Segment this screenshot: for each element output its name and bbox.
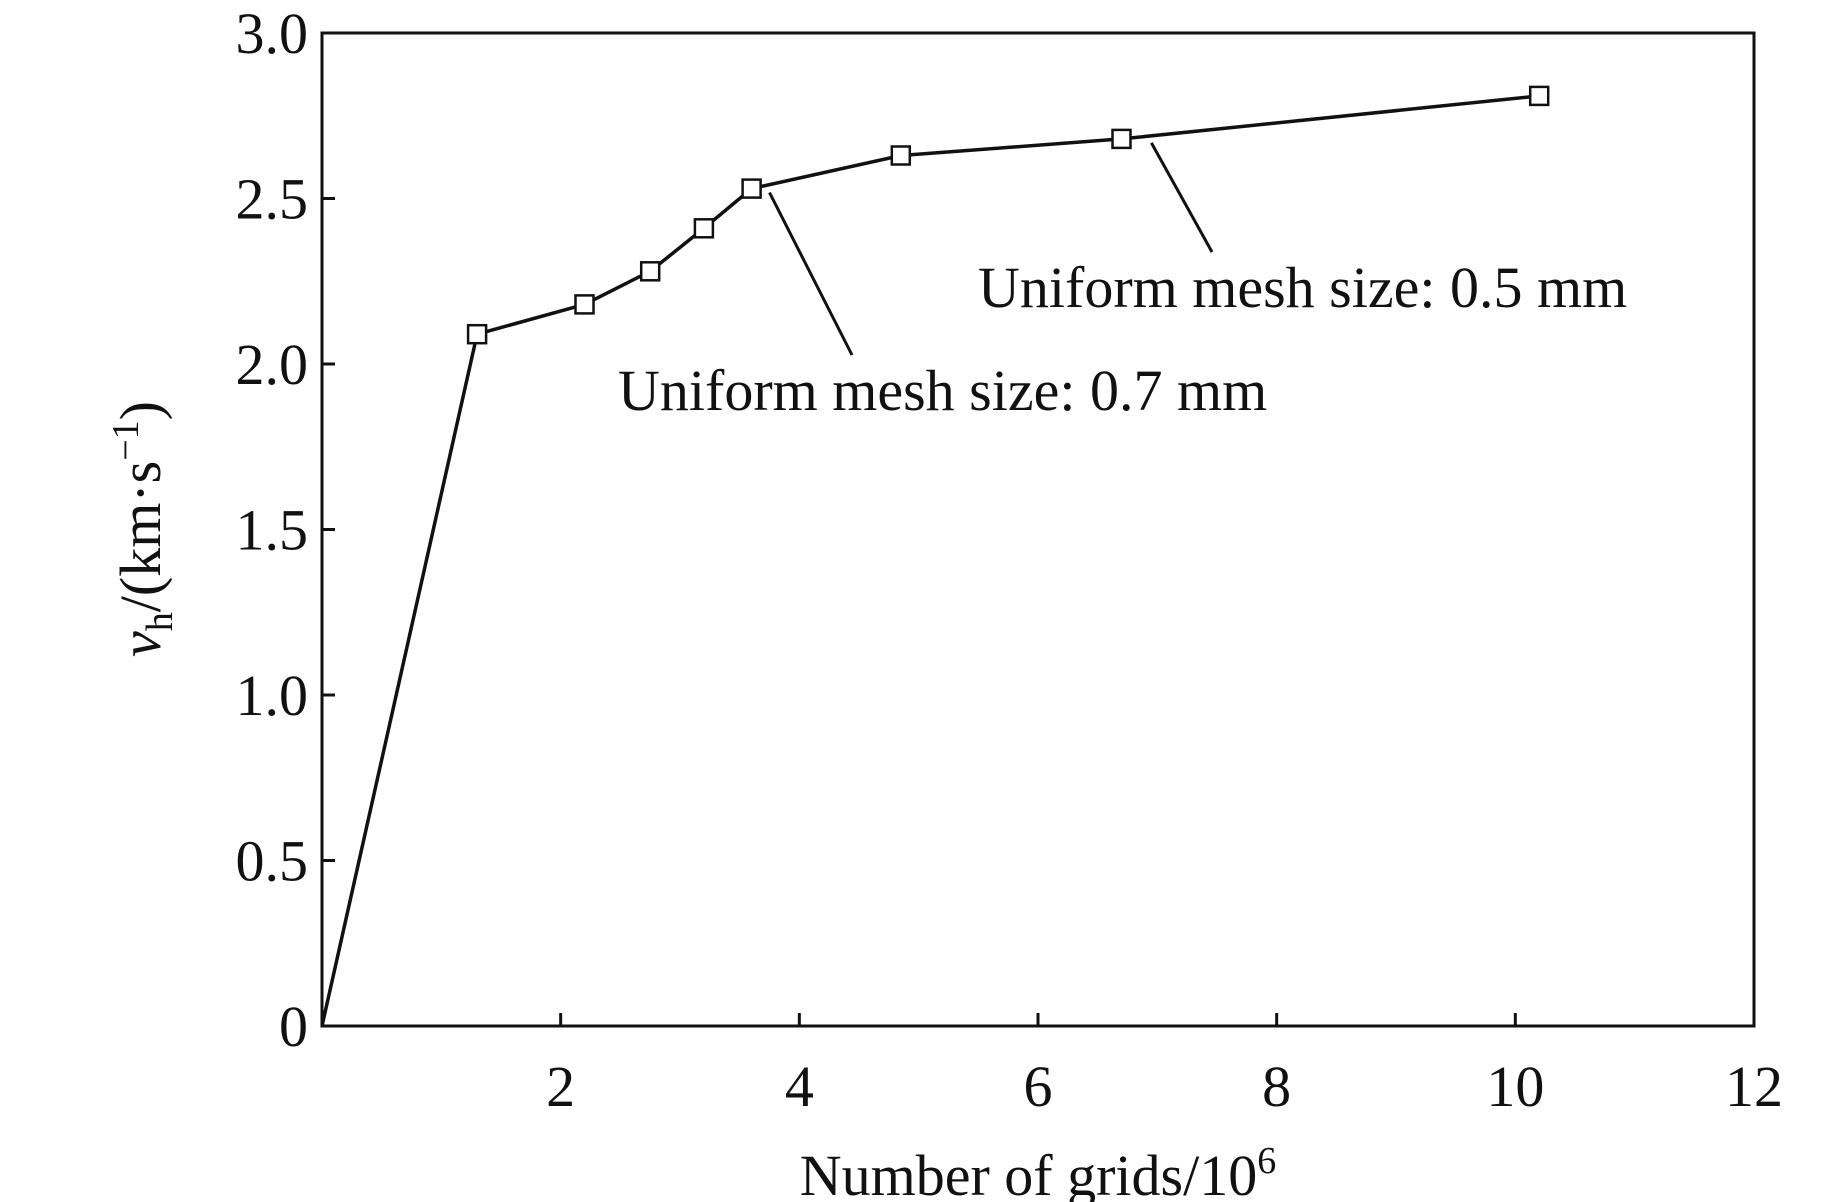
x-axis-title-main: Number of grids/10 — [800, 1143, 1258, 1202]
series-layer — [320, 85, 1550, 1027]
annotation-leader-line — [1150, 142, 1214, 253]
annotation-label: Uniform mesh size: 0.7 mm — [618, 358, 1267, 423]
data-point-marker — [466, 323, 488, 345]
y-axis-title-variable: v — [108, 631, 173, 657]
x-tick-marks — [559, 1013, 1517, 1026]
y-tick-label: 1.0 — [236, 663, 309, 728]
data-point-marker — [1111, 128, 1132, 150]
y-tick-label: 1.5 — [236, 498, 309, 563]
annotation-layer: Uniform mesh size: 0.7 mm Uniform mesh si… — [618, 142, 1627, 423]
x-tick-label: 2 — [546, 1054, 575, 1119]
x-tick-label: 12 — [1725, 1054, 1783, 1119]
y-axis-title-unit-close: ) — [108, 401, 173, 420]
data-point-marker — [890, 145, 912, 166]
data-point-marker — [574, 294, 595, 315]
plot-area-frame — [320, 31, 1756, 1028]
x-tick-labels: 2 4 6 8 10 12 — [546, 1054, 1783, 1119]
y-axis-title: vh/(km·s−1) — [105, 401, 181, 657]
y-tick-label: 2.0 — [236, 332, 309, 397]
x-tick-label: 8 — [1262, 1054, 1291, 1119]
data-point-marker — [639, 261, 661, 282]
y-tick-label: 0 — [279, 994, 308, 1059]
x-axis-title: Number of grids/106 — [800, 1140, 1277, 1202]
x-tick-label: 4 — [785, 1054, 814, 1119]
data-point-marker — [741, 178, 762, 199]
series-line — [320, 94, 1540, 1027]
y-tick-label: 2.5 — [236, 167, 309, 232]
annotation-leader-line — [768, 191, 854, 356]
y-axis-title-unit-superscript: −1 — [105, 420, 147, 460]
data-point-marker — [1528, 85, 1550, 107]
annotation-label: Uniform mesh size: 0.5 mm — [978, 255, 1627, 320]
y-tick-label: 3.0 — [236, 1, 309, 66]
y-tick-marks — [322, 197, 335, 862]
y-axis-title-unit: /(km·s — [108, 461, 173, 612]
y-tick-labels: 0 0.5 1.0 1.5 2.0 2.5 3.0 — [236, 1, 309, 1059]
y-tick-label: 0.5 — [236, 829, 309, 894]
x-tick-label: 10 — [1486, 1054, 1544, 1119]
data-point-marker — [693, 218, 715, 239]
y-axis-title-variable-subscript: h — [139, 612, 181, 631]
x-tick-label: 6 — [1024, 1054, 1053, 1119]
x-axis-title-superscript: 6 — [1257, 1140, 1276, 1182]
